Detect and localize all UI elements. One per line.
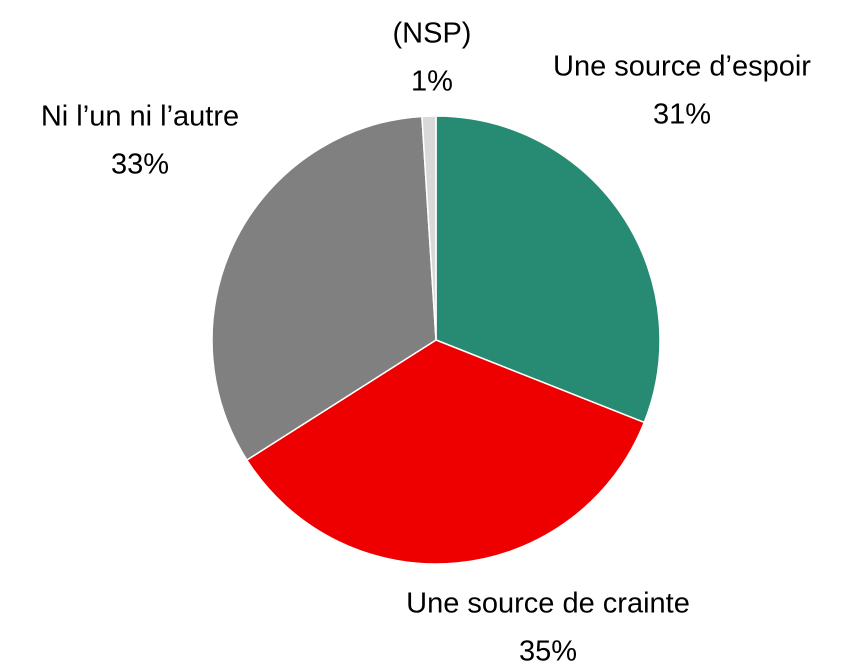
slice-label: Ni l’un ni l’autre [41,101,239,133]
slice-value: 35% [519,636,577,668]
slice-label: (NSP) [393,18,472,50]
pie-slice [435,115,661,424]
pie-slice [421,115,437,341]
slice-value: 33% [111,149,169,181]
pie-slice [211,115,437,462]
pie-slice [245,339,646,565]
slice-value: 31% [653,99,711,131]
slice-value: 1% [411,66,453,98]
slice-label: Une source de crainte [406,588,690,620]
slice-label: Une source d’espoir [553,51,811,83]
